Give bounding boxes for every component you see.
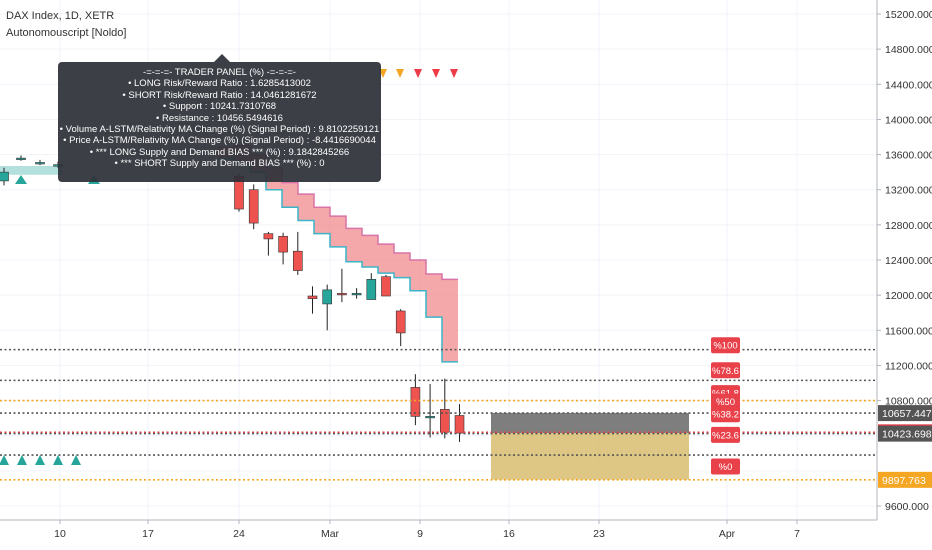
price-tick-label: 15200.000 xyxy=(885,9,932,21)
indicator-name[interactable]: Autonomouscript [Noldo] xyxy=(6,27,127,39)
buy-signal-marker xyxy=(15,175,27,184)
symbol-title[interactable]: DAX Index, 1D, XETR xyxy=(6,10,115,22)
candle-body[interactable] xyxy=(395,310,406,334)
sell-signal-marker xyxy=(379,69,387,78)
panel-pointer xyxy=(214,54,230,62)
panel-line: • *** LONG Supply and Demand BIAS *** (%… xyxy=(89,146,350,158)
candle-body[interactable] xyxy=(439,409,450,433)
zone-dark xyxy=(491,412,689,434)
price-tick-label: 14400.000 xyxy=(885,79,932,91)
fib-tag-label: %38.2 xyxy=(712,410,739,421)
fib-tag-label: %78.6 xyxy=(712,366,739,377)
time-tick-label: Mar xyxy=(321,528,340,540)
candle-body[interactable] xyxy=(425,416,435,419)
buy-signal-marker xyxy=(53,455,63,465)
trader-panel-tooltip: -=-=-=- TRADER PANEL (%) -=-=-=- • LONG R… xyxy=(58,62,381,182)
sell-signal-marker xyxy=(396,69,404,78)
time-tick-label: 17 xyxy=(142,528,154,540)
sell-signal-marker xyxy=(450,69,458,78)
candle-body[interactable] xyxy=(16,157,26,160)
candle-body[interactable] xyxy=(410,387,421,417)
price-level-badge xyxy=(878,405,932,422)
price-tick-label: 14000.000 xyxy=(885,114,932,126)
sell-signal-marker xyxy=(414,69,422,78)
fib-tag-box[interactable] xyxy=(711,458,740,475)
candle-body[interactable] xyxy=(381,276,391,297)
panel-line: • LONG Risk/Reward Ratio : 1.6285413002 xyxy=(128,78,311,90)
price-tick-label: 14800.000 xyxy=(885,44,932,56)
buy-signal-marker xyxy=(71,455,81,465)
fib-tag-box[interactable] xyxy=(711,337,740,354)
panel-line: • Resistance : 10456.5494616 xyxy=(156,112,283,124)
price-tick-label: 12000.000 xyxy=(885,290,932,302)
panel-line: -=-=-=- TRADER PANEL (%) -=-=-=- xyxy=(143,67,296,78)
time-tick-label: 10 xyxy=(54,528,66,540)
time-tick-label: 7 xyxy=(794,528,800,540)
candle-body[interactable] xyxy=(263,233,274,240)
chart-legend: DAX Index, 1D, XETR Autonomouscript [Nol… xyxy=(6,8,126,42)
fib-tag-label: %50 xyxy=(716,397,735,408)
candle-body[interactable] xyxy=(351,293,362,296)
price-level-badge xyxy=(878,471,932,488)
time-tick-label: 9 xyxy=(417,528,423,540)
candle-body[interactable] xyxy=(278,235,288,253)
buy-signal-marker xyxy=(35,455,45,465)
time-tick-label: Apr xyxy=(719,528,736,540)
panel-line: • SHORT Risk/Reward Ratio : 14.046128167… xyxy=(122,89,317,101)
price-level-label: 10657.447 xyxy=(882,408,932,420)
fib-tag-label: %23.6 xyxy=(712,430,739,441)
price-tick-label: 9600.000 xyxy=(885,501,929,513)
candle-body[interactable] xyxy=(366,279,377,300)
time-tick-label: 23 xyxy=(593,528,605,540)
fib-tag-box[interactable] xyxy=(711,406,740,423)
price-tick-label: 13600.000 xyxy=(885,150,932,162)
price-tick-label: 12800.000 xyxy=(885,220,932,232)
time-axis-bg xyxy=(0,520,877,550)
zone-gold xyxy=(491,433,689,480)
panel-line: • Support : 10241.7310768 xyxy=(162,101,277,113)
buy-signal-marker xyxy=(17,455,27,465)
band-left-segment xyxy=(0,165,62,175)
candle-body[interactable] xyxy=(454,415,465,434)
price-tick-label: 12400.000 xyxy=(885,255,932,267)
price-tick-label: 13200.000 xyxy=(885,185,932,197)
price-tick-label: 11200.000 xyxy=(885,360,932,372)
price-level-badge xyxy=(878,425,932,442)
panel-line: • Price A-LSTM/Relativity MA Change (%) … xyxy=(63,135,376,147)
candle-body[interactable] xyxy=(35,162,45,165)
candle-body[interactable] xyxy=(0,171,9,182)
fib-tag-box[interactable] xyxy=(711,393,740,410)
fib-tag-label: %0 xyxy=(719,462,733,473)
time-tick-label: 16 xyxy=(503,528,515,540)
fib-tag-label: %100 xyxy=(713,341,737,352)
candle-body[interactable] xyxy=(248,189,259,224)
panel-line: • *** SHORT Supply and Demand BIAS *** (… xyxy=(114,158,325,170)
candle-body[interactable] xyxy=(292,250,303,271)
panel-line: • Volume A-LSTM/Relativity MA Change (%)… xyxy=(59,124,380,136)
candle-body[interactable] xyxy=(337,293,347,296)
sell-signal-marker xyxy=(432,69,440,78)
fib-tag-box[interactable] xyxy=(711,426,740,443)
price-level-label: 10423.698 xyxy=(882,429,932,441)
time-tick-label: 24 xyxy=(233,528,245,540)
price-axis-bg xyxy=(877,0,932,550)
price-level-label: 9897.763 xyxy=(882,475,926,487)
candle-body[interactable] xyxy=(322,289,333,305)
candle-body[interactable] xyxy=(307,295,318,299)
price-tick-label: 11600.000 xyxy=(885,325,932,337)
buy-signal-marker xyxy=(0,455,9,465)
price-tick-label: 10800.000 xyxy=(885,396,932,408)
fib-tag-box[interactable] xyxy=(711,362,740,379)
